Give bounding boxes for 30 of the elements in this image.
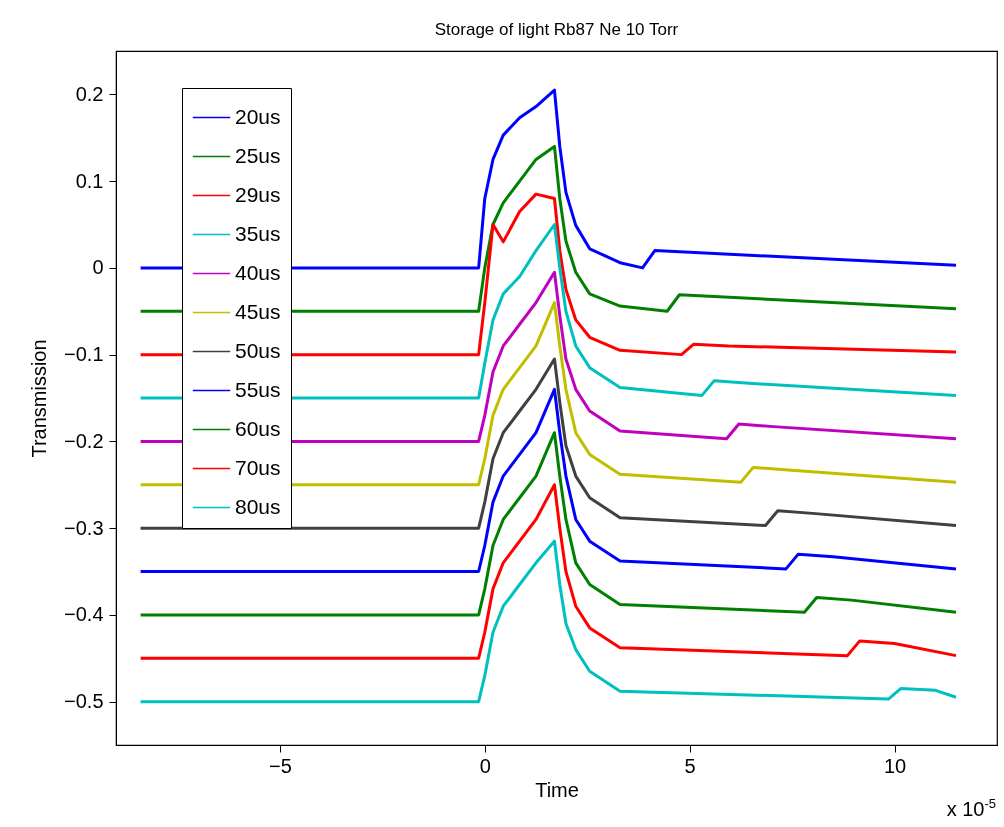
legend-label: 25us: [235, 143, 281, 167]
y-tick-label: 0.1: [75, 169, 104, 192]
y-tick-label: −0.1: [64, 343, 104, 366]
x-tick-label: −5: [269, 754, 292, 777]
y-tick-label: 0: [92, 256, 104, 279]
legend-label: 70us: [235, 455, 281, 479]
legend-label: 45us: [235, 299, 281, 323]
legend-label: 35us: [235, 221, 281, 245]
y-tick-label: −0.4: [64, 603, 104, 626]
legend-label: 55us: [235, 377, 281, 401]
line-series: [139, 483, 958, 660]
y-tick-label: 0.2: [75, 82, 104, 105]
legend-label: 20us: [235, 104, 281, 128]
y-tick-label: −0.3: [64, 516, 104, 539]
y-axis-title: Transmission: [28, 339, 51, 458]
legend-label: 60us: [235, 416, 281, 440]
line-series: [139, 301, 958, 487]
chart-title: Storage of light Rb87 Ne 10 Torr: [434, 20, 679, 39]
y-tick-label: −0.2: [64, 429, 104, 452]
legend-label: 80us: [235, 494, 281, 518]
y-tick-label: −0.5: [64, 690, 104, 713]
line-series: [139, 539, 958, 704]
x-tick-label: 10: [883, 754, 907, 777]
text: x 10$^{-5}$: [946, 796, 996, 821]
legend-label: 40us: [235, 260, 281, 284]
x-tick-label: 5: [684, 754, 696, 777]
legend-label: 29us: [235, 182, 281, 206]
x-axis-title: Time: [535, 778, 579, 801]
legend-label: 50us: [235, 338, 281, 362]
x-tick-label: 0: [479, 754, 491, 777]
